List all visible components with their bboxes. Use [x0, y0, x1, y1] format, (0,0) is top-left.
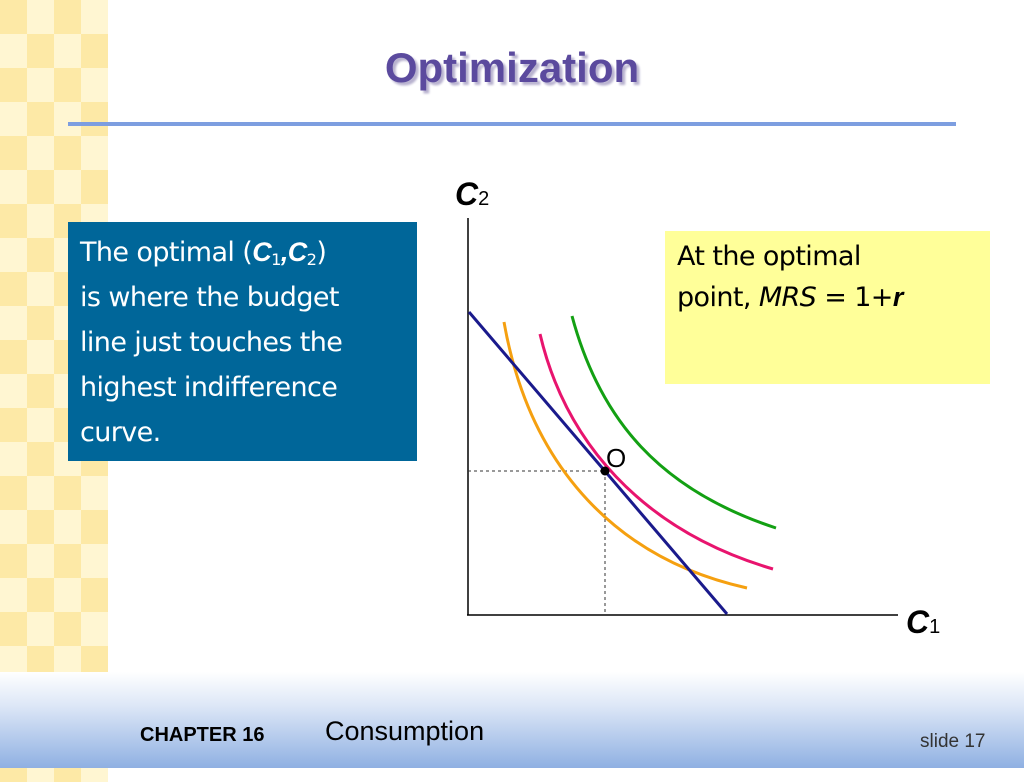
strip-cell — [81, 0, 108, 34]
strip-cell — [54, 476, 81, 510]
optimal-condition-box: At the optimal point, MRS = 1+r — [665, 231, 990, 384]
strip-cell — [0, 68, 27, 102]
strip-cell — [0, 578, 27, 612]
budget-line — [467, 311, 729, 615]
strip-cell — [27, 510, 54, 544]
strip-cell — [27, 136, 54, 170]
strip-cell — [81, 102, 108, 136]
strip-cell — [0, 374, 27, 408]
strip-cell — [27, 408, 54, 442]
strip-cell — [0, 510, 27, 544]
strip-cell — [0, 306, 27, 340]
strip-cell — [27, 374, 54, 408]
strip-cell — [0, 408, 27, 442]
condition-line-1: At the optimal — [677, 241, 861, 272]
strip-cell — [27, 544, 54, 578]
strip-cell — [81, 476, 108, 510]
close-paren: ) — [316, 237, 327, 268]
slide-number: slide 17 — [920, 731, 986, 752]
strip-cell — [27, 578, 54, 612]
strip-cell — [54, 68, 81, 102]
optimal-point-label: O — [606, 443, 627, 473]
condition-text: point, — [677, 282, 759, 313]
strip-cell — [0, 204, 27, 238]
strip-cell — [27, 476, 54, 510]
strip-cell — [54, 578, 81, 612]
strip-cell — [0, 612, 27, 646]
strip-cell — [0, 544, 27, 578]
strip-cell — [27, 68, 54, 102]
explanation-line-5: curve. — [80, 417, 161, 448]
strip-cell — [0, 170, 27, 204]
interest-rate-term: r — [892, 282, 904, 312]
slide-title: Optimization — [384, 44, 640, 91]
strip-cell — [54, 612, 81, 646]
indifference-curve-mid — [538, 333, 774, 571]
optimal-point — [600, 466, 610, 476]
footer-topic: Consumption — [325, 716, 485, 746]
strip-cell — [81, 612, 108, 646]
explanation-line-1: The optimal (C1,C2) — [80, 230, 407, 275]
explanation-box: The optimal (C1,C2) is where the budget … — [68, 222, 417, 461]
strip-cell — [0, 272, 27, 306]
strip-cell — [0, 476, 27, 510]
strip-cell — [27, 102, 54, 136]
strip-cell — [54, 510, 81, 544]
strip-cell — [54, 34, 81, 68]
strip-cell — [81, 136, 108, 170]
x-axis-subscript: 1 — [929, 616, 941, 638]
explanation-line-3: line just touches the — [80, 327, 343, 358]
footer-chapter: CHAPTER 16 — [140, 724, 265, 746]
x-axis-variable: C — [906, 604, 930, 640]
c2-variable: C — [287, 237, 308, 267]
strip-cell — [27, 272, 54, 306]
strip-cell — [0, 340, 27, 374]
strip-cell — [27, 306, 54, 340]
y-axis-subscript: 2 — [478, 188, 490, 210]
strip-cell — [54, 0, 81, 34]
c1-variable: C — [252, 237, 272, 267]
strip-cell — [27, 204, 54, 238]
strip-cell — [0, 442, 27, 476]
indifference-curve-high — [570, 315, 777, 530]
strip-cell — [27, 170, 54, 204]
footer-band — [0, 672, 1024, 768]
c1-subscript: 1 — [271, 250, 281, 270]
comma: , — [280, 237, 288, 267]
strip-cell — [81, 578, 108, 612]
explanation-line-4: highest indifference — [80, 372, 338, 403]
equals-term: = 1+ — [816, 282, 893, 313]
strip-cell — [81, 34, 108, 68]
strip-cell — [81, 170, 108, 204]
explanation-line-2: is where the budget — [80, 282, 339, 313]
strip-cell — [81, 544, 108, 578]
strip-cell — [54, 136, 81, 170]
strip-cell — [27, 340, 54, 374]
c2-subscript: 2 — [306, 250, 317, 270]
strip-cell — [0, 0, 27, 34]
strip-cell — [27, 34, 54, 68]
strip-cell — [54, 102, 81, 136]
mrs-term: MRS — [758, 282, 817, 313]
strip-cell — [27, 0, 54, 34]
strip-cell — [27, 238, 54, 272]
strip-cell — [0, 102, 27, 136]
title-divider — [68, 122, 956, 126]
strip-cell — [0, 34, 27, 68]
y-axis-variable: C — [455, 176, 479, 212]
strip-cell — [54, 170, 81, 204]
condition-line-2: point, MRS = 1+r — [677, 277, 980, 318]
strip-cell — [81, 510, 108, 544]
explanation-text: The optimal ( — [80, 237, 253, 268]
x-axis-label: C1 — [906, 604, 940, 641]
strip-cell — [0, 238, 27, 272]
strip-cell — [27, 612, 54, 646]
indifference-curve-low — [502, 321, 748, 590]
strip-cell — [0, 136, 27, 170]
strip-cell — [81, 68, 108, 102]
strip-cell — [27, 442, 54, 476]
strip-cell — [54, 544, 81, 578]
y-axis-label: C2 — [455, 176, 489, 213]
